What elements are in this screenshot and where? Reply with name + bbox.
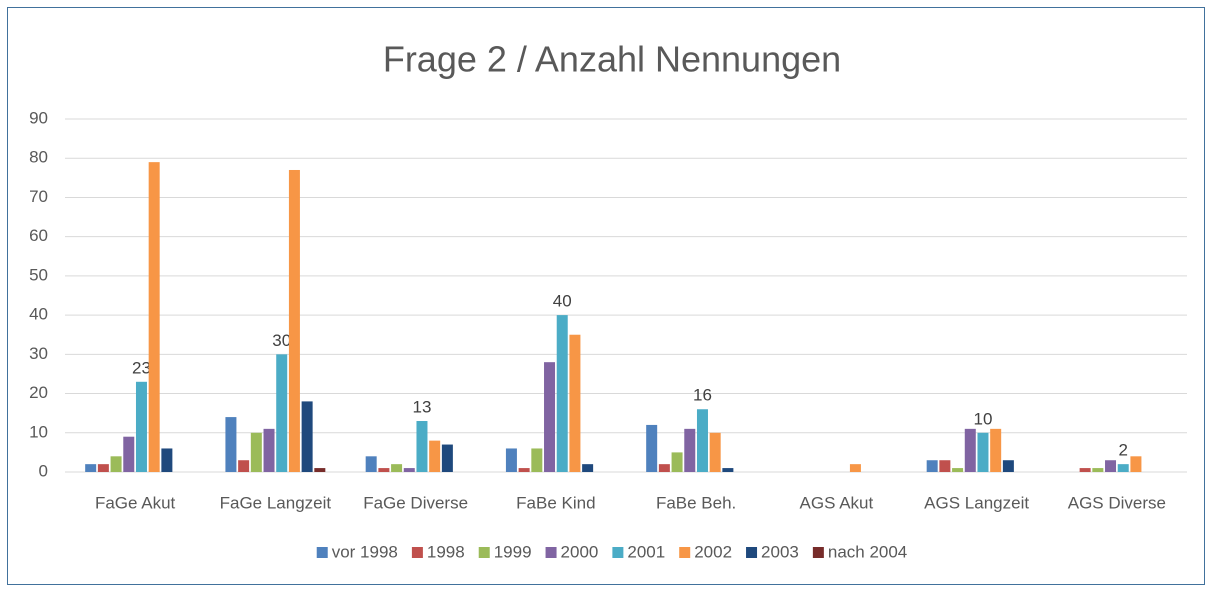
chart-title: Frage 2 / Anzahl Nennungen bbox=[383, 39, 841, 80]
bar bbox=[505, 448, 517, 472]
bar bbox=[722, 468, 734, 472]
legend-swatch bbox=[679, 547, 691, 558]
bar bbox=[696, 409, 708, 472]
bar bbox=[276, 354, 288, 472]
y-tick-label: 90 bbox=[29, 108, 48, 127]
data-label: 10 bbox=[974, 409, 993, 428]
data-label: 13 bbox=[413, 397, 432, 416]
bar bbox=[569, 334, 581, 472]
bar bbox=[97, 464, 109, 472]
bar bbox=[964, 428, 976, 472]
bar bbox=[378, 468, 390, 472]
bar bbox=[365, 456, 377, 472]
legend-label: 1999 bbox=[494, 542, 532, 561]
y-tick-label: 40 bbox=[29, 305, 48, 324]
bar bbox=[85, 464, 97, 472]
bar bbox=[658, 464, 670, 472]
bar bbox=[684, 428, 696, 472]
data-label: 2 bbox=[1118, 441, 1127, 460]
legend-label: 2001 bbox=[627, 542, 665, 561]
legend-label: 2000 bbox=[561, 542, 599, 561]
bar bbox=[1079, 468, 1091, 472]
legend-swatch bbox=[478, 547, 490, 558]
legend-label: 2003 bbox=[761, 542, 799, 561]
bar bbox=[582, 464, 594, 472]
x-tick-label: AGS Langzeit bbox=[924, 493, 1029, 512]
y-tick-label: 60 bbox=[29, 226, 48, 245]
bar bbox=[990, 428, 1002, 472]
bar bbox=[110, 456, 122, 472]
data-label: 40 bbox=[553, 292, 572, 311]
y-tick-label: 10 bbox=[29, 422, 48, 441]
legend-swatch bbox=[316, 547, 328, 558]
legend-label: 1998 bbox=[427, 542, 465, 561]
bar bbox=[671, 452, 683, 472]
bar bbox=[646, 424, 658, 472]
legend-swatch bbox=[411, 547, 423, 558]
bar bbox=[238, 460, 250, 472]
bar bbox=[1117, 464, 1129, 472]
x-tick-label: FaGe Langzeit bbox=[220, 493, 332, 512]
data-label: 23 bbox=[132, 358, 151, 377]
bar bbox=[709, 432, 721, 472]
legend-swatch bbox=[545, 547, 557, 558]
bar bbox=[403, 468, 415, 472]
bar bbox=[314, 468, 326, 472]
x-tick-label: FaBe Kind bbox=[516, 493, 595, 512]
bar bbox=[148, 162, 160, 472]
legend-swatch bbox=[612, 547, 624, 558]
x-tick-label: FaGe Diverse bbox=[363, 493, 468, 512]
y-tick-label: 0 bbox=[39, 461, 48, 480]
legend-label: vor 1998 bbox=[332, 542, 398, 561]
bar bbox=[250, 432, 262, 472]
bar bbox=[849, 464, 861, 472]
y-tick-label: 30 bbox=[29, 344, 48, 363]
bar bbox=[161, 448, 173, 472]
bar bbox=[939, 460, 951, 472]
bar bbox=[391, 464, 403, 472]
bar bbox=[952, 468, 964, 472]
bar bbox=[926, 460, 938, 472]
y-tick-label: 50 bbox=[29, 265, 48, 284]
legend-swatch bbox=[746, 547, 758, 558]
bar bbox=[225, 417, 237, 472]
bar bbox=[301, 401, 313, 472]
bar bbox=[416, 421, 428, 472]
bar bbox=[544, 362, 556, 472]
bar bbox=[518, 468, 530, 472]
y-tick-label: 70 bbox=[29, 187, 48, 206]
y-tick-label: 80 bbox=[29, 148, 48, 167]
data-label: 16 bbox=[693, 386, 712, 405]
legend-label: nach 2004 bbox=[828, 542, 907, 561]
bar bbox=[1002, 460, 1014, 472]
bar bbox=[288, 169, 300, 472]
bar bbox=[977, 432, 989, 472]
chart-border bbox=[7, 7, 1205, 585]
data-label: 30 bbox=[272, 331, 291, 350]
y-tick-label: 20 bbox=[29, 383, 48, 402]
legend-swatch bbox=[812, 547, 824, 558]
bar bbox=[531, 448, 543, 472]
bar bbox=[1105, 460, 1117, 472]
bar bbox=[123, 436, 135, 472]
bar bbox=[556, 315, 568, 472]
x-tick-label: FaGe Akut bbox=[95, 493, 176, 512]
bar bbox=[135, 381, 147, 472]
x-tick-label: FaBe Beh. bbox=[656, 493, 736, 512]
bar bbox=[1130, 456, 1142, 472]
x-tick-label: AGS Diverse bbox=[1068, 493, 1166, 512]
bar bbox=[263, 428, 275, 472]
bar bbox=[441, 444, 453, 472]
x-tick-label: AGS Akut bbox=[800, 493, 874, 512]
bar bbox=[1092, 468, 1104, 472]
bar bbox=[429, 440, 441, 472]
legend-label: 2002 bbox=[694, 542, 732, 561]
